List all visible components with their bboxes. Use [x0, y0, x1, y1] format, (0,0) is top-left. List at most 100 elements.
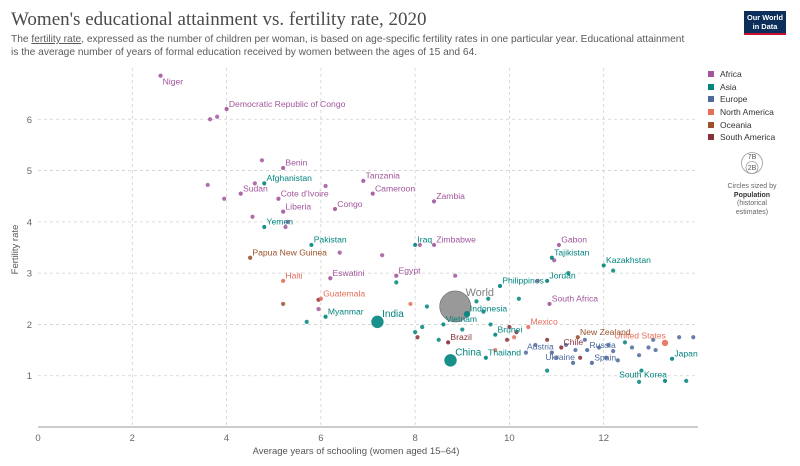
point-mexico: [526, 324, 531, 330]
point-brunei: [493, 332, 498, 337]
legend-item-asia[interactable]: Asia: [708, 81, 775, 94]
data-point: [611, 268, 616, 273]
data-point: [514, 330, 519, 335]
point-eswatini: [328, 276, 333, 281]
data-point: [523, 350, 529, 355]
point-sudan: [238, 191, 243, 196]
point-china: [444, 354, 457, 367]
x-tick-label: 0: [35, 433, 40, 444]
point-label-brunei: Brunei: [498, 324, 523, 334]
data-point: [285, 219, 290, 224]
point-label-yemen: Yemen: [267, 217, 294, 227]
point-new-zealand: [575, 335, 580, 340]
point-label-sudan: Sudan: [243, 183, 268, 193]
point-thailand: [483, 355, 488, 360]
fertility-rate-link[interactable]: fertility rate: [31, 34, 82, 45]
y-tick-label: 1: [27, 371, 32, 382]
data-point: [394, 280, 399, 285]
data-point: [417, 242, 422, 248]
legend-item-europe[interactable]: Europe: [708, 93, 775, 106]
point-label-russia: Russia: [589, 340, 615, 350]
size-legend-caption: Circles sized by Population (historical …: [722, 183, 782, 217]
region-legend: Africa Asia Europe North America Oceania Sout…: [708, 68, 775, 144]
point-label-thailand: Thailand: [488, 348, 521, 358]
legend-item-north-america[interactable]: North America: [708, 106, 775, 119]
point-papua-new-guinea: [248, 255, 253, 260]
data-point: [486, 296, 491, 301]
point-label-spain: Spain: [594, 353, 616, 363]
point-label-liberia: Liberia: [285, 201, 311, 211]
point-label-brazil: Brazil: [450, 332, 472, 342]
data-point: [566, 271, 571, 276]
point-label-benin: Benin: [285, 158, 307, 168]
data-point: [603, 355, 609, 360]
point-chile: [559, 345, 564, 350]
point-label-zimbabwe: Zimbabwe: [436, 235, 476, 245]
data-point: [281, 301, 286, 307]
data-point: [646, 345, 651, 350]
point-label-japan: Japan: [674, 349, 698, 359]
chart-title: Women's educational attainment vs. ferti…: [11, 9, 427, 30]
data-point: [573, 347, 578, 353]
data-point: [615, 358, 620, 363]
point-india: [371, 315, 384, 329]
data-point: [250, 214, 255, 219]
x-tick-label: 8: [412, 433, 417, 444]
point-ukraine: [570, 360, 576, 365]
point-austria: [549, 350, 554, 355]
point-cote-d-ivoire: [276, 196, 281, 201]
data-point: [578, 355, 583, 360]
x-tick-label: 10: [504, 433, 515, 444]
x-axis-label: Average years of schooling (women aged 1…: [253, 446, 460, 457]
point-label-niger: Niger: [163, 77, 184, 87]
point-label-cameroon: Cameroon: [375, 183, 415, 193]
point-spain: [589, 360, 595, 365]
data-point: [337, 250, 342, 255]
x-tick-label: 12: [598, 433, 609, 444]
size-legend-caption-3: (historical estimates): [735, 200, 769, 216]
point-benin: [281, 165, 286, 171]
legend-item-africa[interactable]: Africa: [708, 68, 775, 81]
point-label-vietnam: Vietnam: [446, 314, 477, 324]
point-label-indonesia: Indonesia: [470, 303, 507, 313]
data-point: [545, 368, 550, 373]
point-label-india: India: [382, 309, 404, 320]
point-label-tajikistan: Tajikistan: [554, 247, 590, 257]
point-label-pakistan: Pakistan: [314, 235, 347, 245]
point-kazakhstan: [601, 263, 606, 268]
point-pakistan: [309, 242, 314, 248]
data-point: [639, 368, 644, 373]
data-point: [304, 319, 309, 324]
data-point: [636, 379, 642, 384]
point-label-congo: Congo: [337, 199, 363, 209]
data-point: [474, 299, 479, 304]
data-point: [413, 330, 418, 335]
size-legend-small-circle: [745, 161, 759, 174]
size-legend-circles: 7B 2B: [741, 152, 763, 174]
data-point: [535, 278, 540, 283]
subtitle-prefix: The: [11, 34, 32, 45]
legend-item-oceania[interactable]: Oceania: [708, 118, 775, 131]
size-legend-big-label: 7B: [748, 154, 757, 161]
point-label-haiti: Haiti: [285, 271, 302, 281]
point-label-tanzania: Tanzania: [366, 171, 401, 181]
x-tick-label: 2: [130, 433, 135, 444]
data-point: [205, 182, 210, 188]
data-point: [415, 335, 420, 340]
legend-swatch: [708, 121, 714, 128]
point-philippines: [497, 283, 503, 289]
data-point: [316, 306, 321, 312]
point-world: [439, 290, 472, 323]
data-point: [512, 335, 517, 340]
owid-logo[interactable]: Our World in Data: [744, 11, 786, 35]
y-tick-label: 2: [27, 320, 32, 331]
legend-item-south-america[interactable]: South America: [708, 131, 775, 144]
data-point: [636, 353, 642, 358]
y-axis-label: Fertility rate: [10, 225, 21, 275]
point-tajikistan: [549, 255, 554, 260]
legend-label: Asia: [720, 81, 737, 92]
point-label-kazakhstan: Kazakhstan: [606, 255, 651, 265]
point-gabon: [556, 242, 562, 248]
point-afghanistan: [262, 181, 267, 186]
